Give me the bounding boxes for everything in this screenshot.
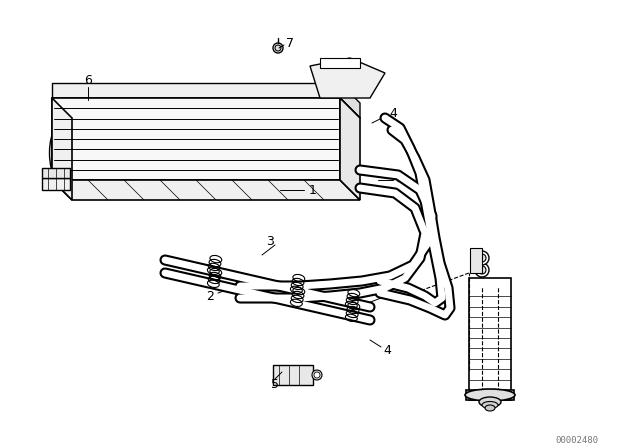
Ellipse shape	[482, 401, 498, 409]
Text: 4: 4	[383, 344, 391, 357]
Text: 4: 4	[389, 107, 397, 120]
Ellipse shape	[49, 113, 95, 193]
Ellipse shape	[475, 263, 489, 277]
Text: 7: 7	[286, 36, 294, 49]
Text: 5: 5	[271, 379, 279, 392]
Polygon shape	[52, 98, 360, 118]
Polygon shape	[340, 98, 360, 200]
Ellipse shape	[465, 389, 515, 401]
Text: 1: 1	[309, 184, 317, 197]
Polygon shape	[469, 278, 511, 400]
Ellipse shape	[478, 266, 486, 274]
Polygon shape	[42, 168, 70, 178]
Polygon shape	[310, 58, 385, 98]
Polygon shape	[72, 108, 110, 193]
Ellipse shape	[479, 397, 501, 407]
Text: 6: 6	[84, 73, 92, 86]
Ellipse shape	[485, 405, 495, 411]
Polygon shape	[273, 365, 313, 385]
Ellipse shape	[57, 125, 87, 181]
Text: 2: 2	[206, 289, 214, 302]
Polygon shape	[340, 83, 360, 118]
Ellipse shape	[275, 45, 281, 51]
Text: 4: 4	[396, 173, 404, 186]
Ellipse shape	[273, 43, 283, 53]
Ellipse shape	[478, 254, 486, 262]
Text: 4: 4	[383, 289, 391, 302]
Text: 3: 3	[266, 234, 274, 247]
Text: 00002480: 00002480	[555, 436, 598, 445]
Polygon shape	[466, 390, 514, 400]
Polygon shape	[52, 98, 360, 118]
Polygon shape	[52, 83, 340, 98]
Polygon shape	[320, 58, 360, 68]
Ellipse shape	[314, 372, 320, 378]
Polygon shape	[52, 180, 360, 200]
Ellipse shape	[312, 370, 322, 380]
Ellipse shape	[475, 251, 489, 265]
Polygon shape	[42, 178, 70, 190]
Polygon shape	[52, 98, 340, 180]
Polygon shape	[52, 98, 72, 200]
Polygon shape	[470, 248, 482, 273]
